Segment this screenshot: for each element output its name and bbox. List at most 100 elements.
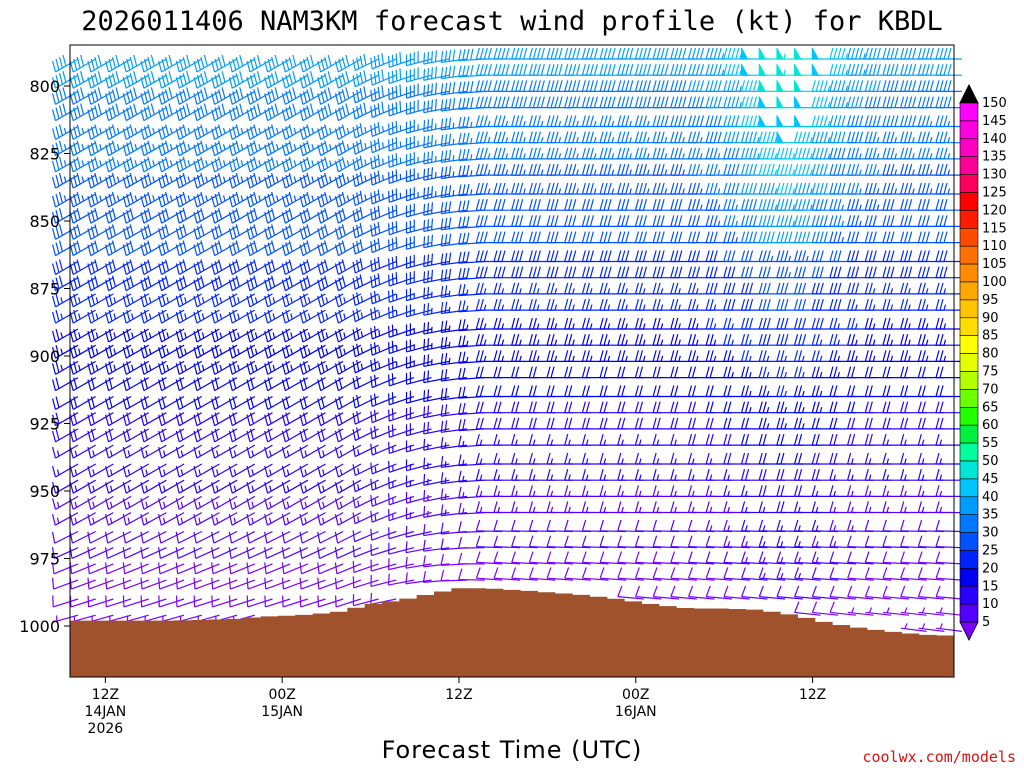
- barb-half-tick: [201, 313, 205, 320]
- barb-full-tick: [306, 240, 311, 252]
- barb-full-tick: [111, 191, 117, 204]
- barb-full-tick: [214, 142, 219, 154]
- barb-full-tick: [528, 282, 533, 295]
- barb-full-tick: [528, 147, 533, 160]
- barb-full-tick: [617, 64, 622, 76]
- barb-full-tick: [253, 89, 258, 101]
- barb-full-tick: [501, 80, 506, 92]
- barb-full-tick: [546, 350, 551, 362]
- barb-full-tick: [122, 160, 127, 173]
- barb-full-tick: [515, 147, 520, 160]
- barb-full-tick: [483, 215, 488, 227]
- barb-full-tick: [458, 521, 462, 533]
- barb-full-tick: [196, 210, 201, 222]
- wind-barb: [299, 87, 326, 105]
- wind-barb: [458, 81, 485, 94]
- barb-full-tick: [536, 182, 541, 195]
- barb-full-tick: [391, 103, 394, 115]
- barb-full-tick: [377, 238, 381, 250]
- barb-full-tick: [475, 551, 481, 563]
- barb-full-tick: [264, 195, 269, 208]
- barb-half-tick: [487, 120, 491, 127]
- wind-barb: [122, 495, 150, 510]
- wind-barb: [193, 547, 220, 559]
- barb-full-tick: [395, 120, 398, 133]
- barb-full-tick: [475, 231, 480, 243]
- wind-barb: [317, 512, 344, 526]
- barb-full-tick: [564, 501, 569, 513]
- barb-half-tick: [576, 120, 579, 127]
- barb-staff: [248, 530, 273, 544]
- barb-staff: [55, 444, 79, 459]
- barb-staff: [142, 530, 167, 544]
- barb-full-tick: [232, 210, 237, 222]
- barb-full-tick: [143, 328, 148, 341]
- barb-full-tick: [94, 105, 99, 117]
- barb-full-tick: [493, 452, 498, 465]
- barb-full-tick: [90, 226, 95, 238]
- barb-half-tick: [95, 332, 99, 339]
- barb-full-tick: [423, 168, 426, 181]
- barb-full-tick: [603, 182, 608, 195]
- barb-half-tick: [505, 188, 509, 195]
- barb-staff: [72, 463, 96, 478]
- barb-full-tick: [143, 293, 148, 306]
- barb-full-tick: [603, 163, 608, 176]
- barb-full-tick: [462, 386, 466, 399]
- barb-full-tick: [274, 54, 279, 67]
- barb-staff: [88, 579, 114, 590]
- barb-half-tick: [145, 469, 148, 476]
- barb-full-tick: [581, 64, 586, 76]
- barb-full-tick: [288, 240, 293, 252]
- barb-full-tick: [470, 97, 474, 109]
- barb-full-tick: [193, 228, 198, 240]
- barb-full-tick: [302, 293, 308, 306]
- barb-half-tick: [307, 332, 311, 339]
- barb-full-tick: [515, 47, 520, 60]
- barb-staff: [582, 546, 609, 549]
- barb-full-tick: [228, 144, 233, 156]
- barb-full-tick: [193, 144, 198, 156]
- barb-half-tick: [346, 195, 350, 202]
- barb-full-tick: [51, 513, 56, 526]
- wind-barb: [140, 577, 167, 590]
- barb-full-tick: [302, 210, 308, 222]
- barb-full-tick: [581, 199, 586, 211]
- barb-full-tick: [158, 212, 163, 224]
- barb-full-tick: [444, 336, 448, 349]
- barb-full-tick: [165, 172, 170, 185]
- barb-full-tick: [55, 377, 60, 389]
- barb-full-tick: [554, 199, 559, 211]
- barb-full-tick: [129, 259, 134, 271]
- barb-full-tick: [536, 231, 541, 243]
- wind-barb: [228, 530, 256, 544]
- barb-full-tick: [133, 71, 138, 83]
- barb-full-tick: [264, 279, 269, 291]
- barb-full-tick: [235, 275, 240, 287]
- wind-barb: [69, 87, 96, 105]
- barb-full-tick: [87, 295, 92, 308]
- barb-full-tick: [264, 160, 269, 173]
- barb-full-tick: [246, 195, 251, 208]
- barb-full-tick: [532, 80, 537, 92]
- barb-full-tick: [147, 140, 152, 152]
- barb-full-tick: [515, 199, 520, 211]
- barb-full-tick: [475, 469, 480, 481]
- barb-half-tick: [523, 169, 526, 176]
- wind-barb: [599, 519, 627, 533]
- barb-half-tick: [63, 127, 67, 134]
- barb-full-tick: [126, 158, 131, 171]
- barb-full-tick: [373, 191, 377, 203]
- barb-full-tick: [108, 261, 113, 273]
- barb-full-tick: [235, 105, 240, 117]
- barb-full-tick: [528, 266, 533, 278]
- barb-half-tick: [374, 482, 377, 489]
- wind-barb: [317, 530, 344, 544]
- barb-full-tick: [271, 73, 276, 85]
- barb-full-tick: [161, 142, 166, 154]
- barb-full-tick: [391, 408, 394, 420]
- barb-staff: [177, 547, 203, 559]
- barb-full-tick: [158, 363, 163, 375]
- barb-full-tick: [218, 73, 223, 85]
- barb-full-tick: [493, 182, 498, 195]
